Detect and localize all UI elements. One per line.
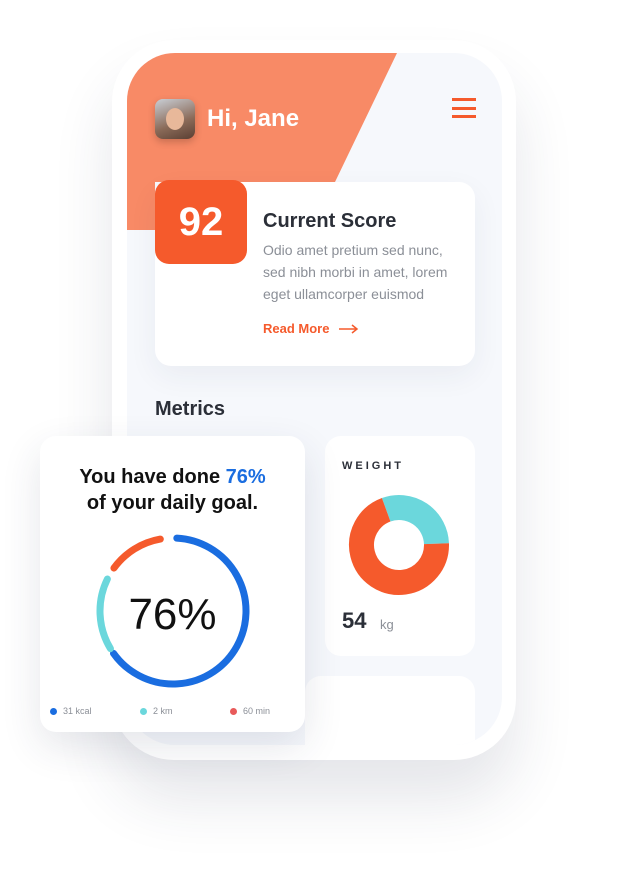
- legend-item: 31 kcal: [50, 706, 92, 716]
- header-background: [127, 53, 397, 230]
- ring-segment-1: [96, 575, 114, 653]
- score-description: Odio amet pretium sed nunc, sed nibh mor…: [263, 242, 448, 302]
- read-more-link[interactable]: Read More: [263, 321, 359, 336]
- legend-label: 31 kcal: [63, 706, 92, 716]
- weight-donut-chart: [349, 495, 449, 595]
- weight-card[interactable]: WEIGHT 54 kg: [325, 436, 475, 656]
- metrics-heading: Metrics: [155, 398, 226, 420]
- arrow-right-icon: [339, 323, 359, 334]
- goal-progress-ring: [96, 534, 250, 688]
- goal-center-value: 76%: [128, 590, 217, 639]
- legend-dot: [230, 707, 237, 715]
- legend-dot: [50, 707, 57, 715]
- hamburger-icon[interactable]: [452, 98, 476, 118]
- legend-label: 60 min: [243, 706, 271, 716]
- weight-unit: kg: [380, 617, 394, 632]
- read-more-label: Read More: [263, 321, 330, 336]
- goal-highlight: 76%: [225, 466, 266, 488]
- legend-label: 2 km: [153, 706, 173, 716]
- donut-segment-1: [349, 498, 449, 595]
- legend-item: 2 km: [140, 706, 173, 716]
- legend-dot: [140, 707, 147, 715]
- donut-segment-0: [381, 495, 449, 545]
- daily-goal-card[interactable]: You have done 76% of your daily goal. 76…: [40, 436, 305, 732]
- greeting: Hi, Jane: [207, 105, 300, 132]
- ring-segment-2: [110, 535, 164, 572]
- weight-value: 54: [342, 608, 367, 633]
- ring-segment-0: [109, 534, 250, 688]
- score-title: Current Score: [263, 210, 397, 232]
- legend-item: 60 min: [230, 706, 270, 716]
- metric-card[interactable]: [305, 676, 475, 745]
- avatar[interactable]: [155, 99, 195, 139]
- goal-text: You have done 76% of your daily goal.: [40, 464, 305, 516]
- goal-text-prefix: You have done: [79, 466, 226, 488]
- weight-label: WEIGHT: [342, 460, 404, 472]
- score-value: 92: [155, 180, 247, 264]
- phone-screen: Hi, Jane 92 Current Score Odio amet pret…: [127, 53, 502, 745]
- goal-text-suffix: of your daily goal.: [86, 492, 259, 514]
